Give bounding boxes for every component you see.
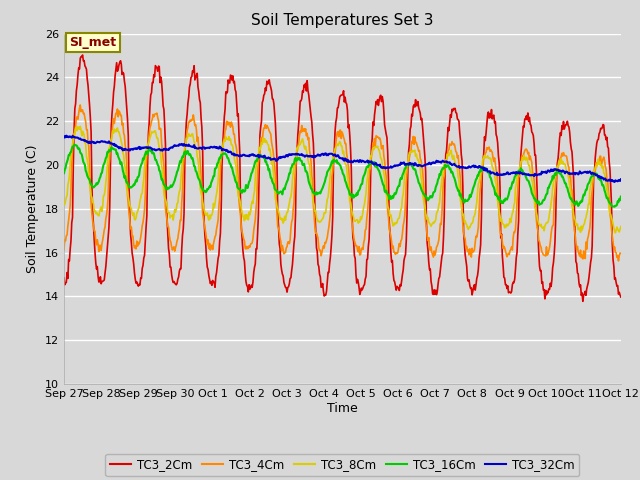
Text: SI_met: SI_met: [70, 36, 116, 49]
Title: Soil Temperatures Set 3: Soil Temperatures Set 3: [251, 13, 434, 28]
Legend: TC3_2Cm, TC3_4Cm, TC3_8Cm, TC3_16Cm, TC3_32Cm: TC3_2Cm, TC3_4Cm, TC3_8Cm, TC3_16Cm, TC3…: [106, 454, 579, 476]
Y-axis label: Soil Temperature (C): Soil Temperature (C): [26, 144, 39, 273]
X-axis label: Time: Time: [327, 402, 358, 415]
